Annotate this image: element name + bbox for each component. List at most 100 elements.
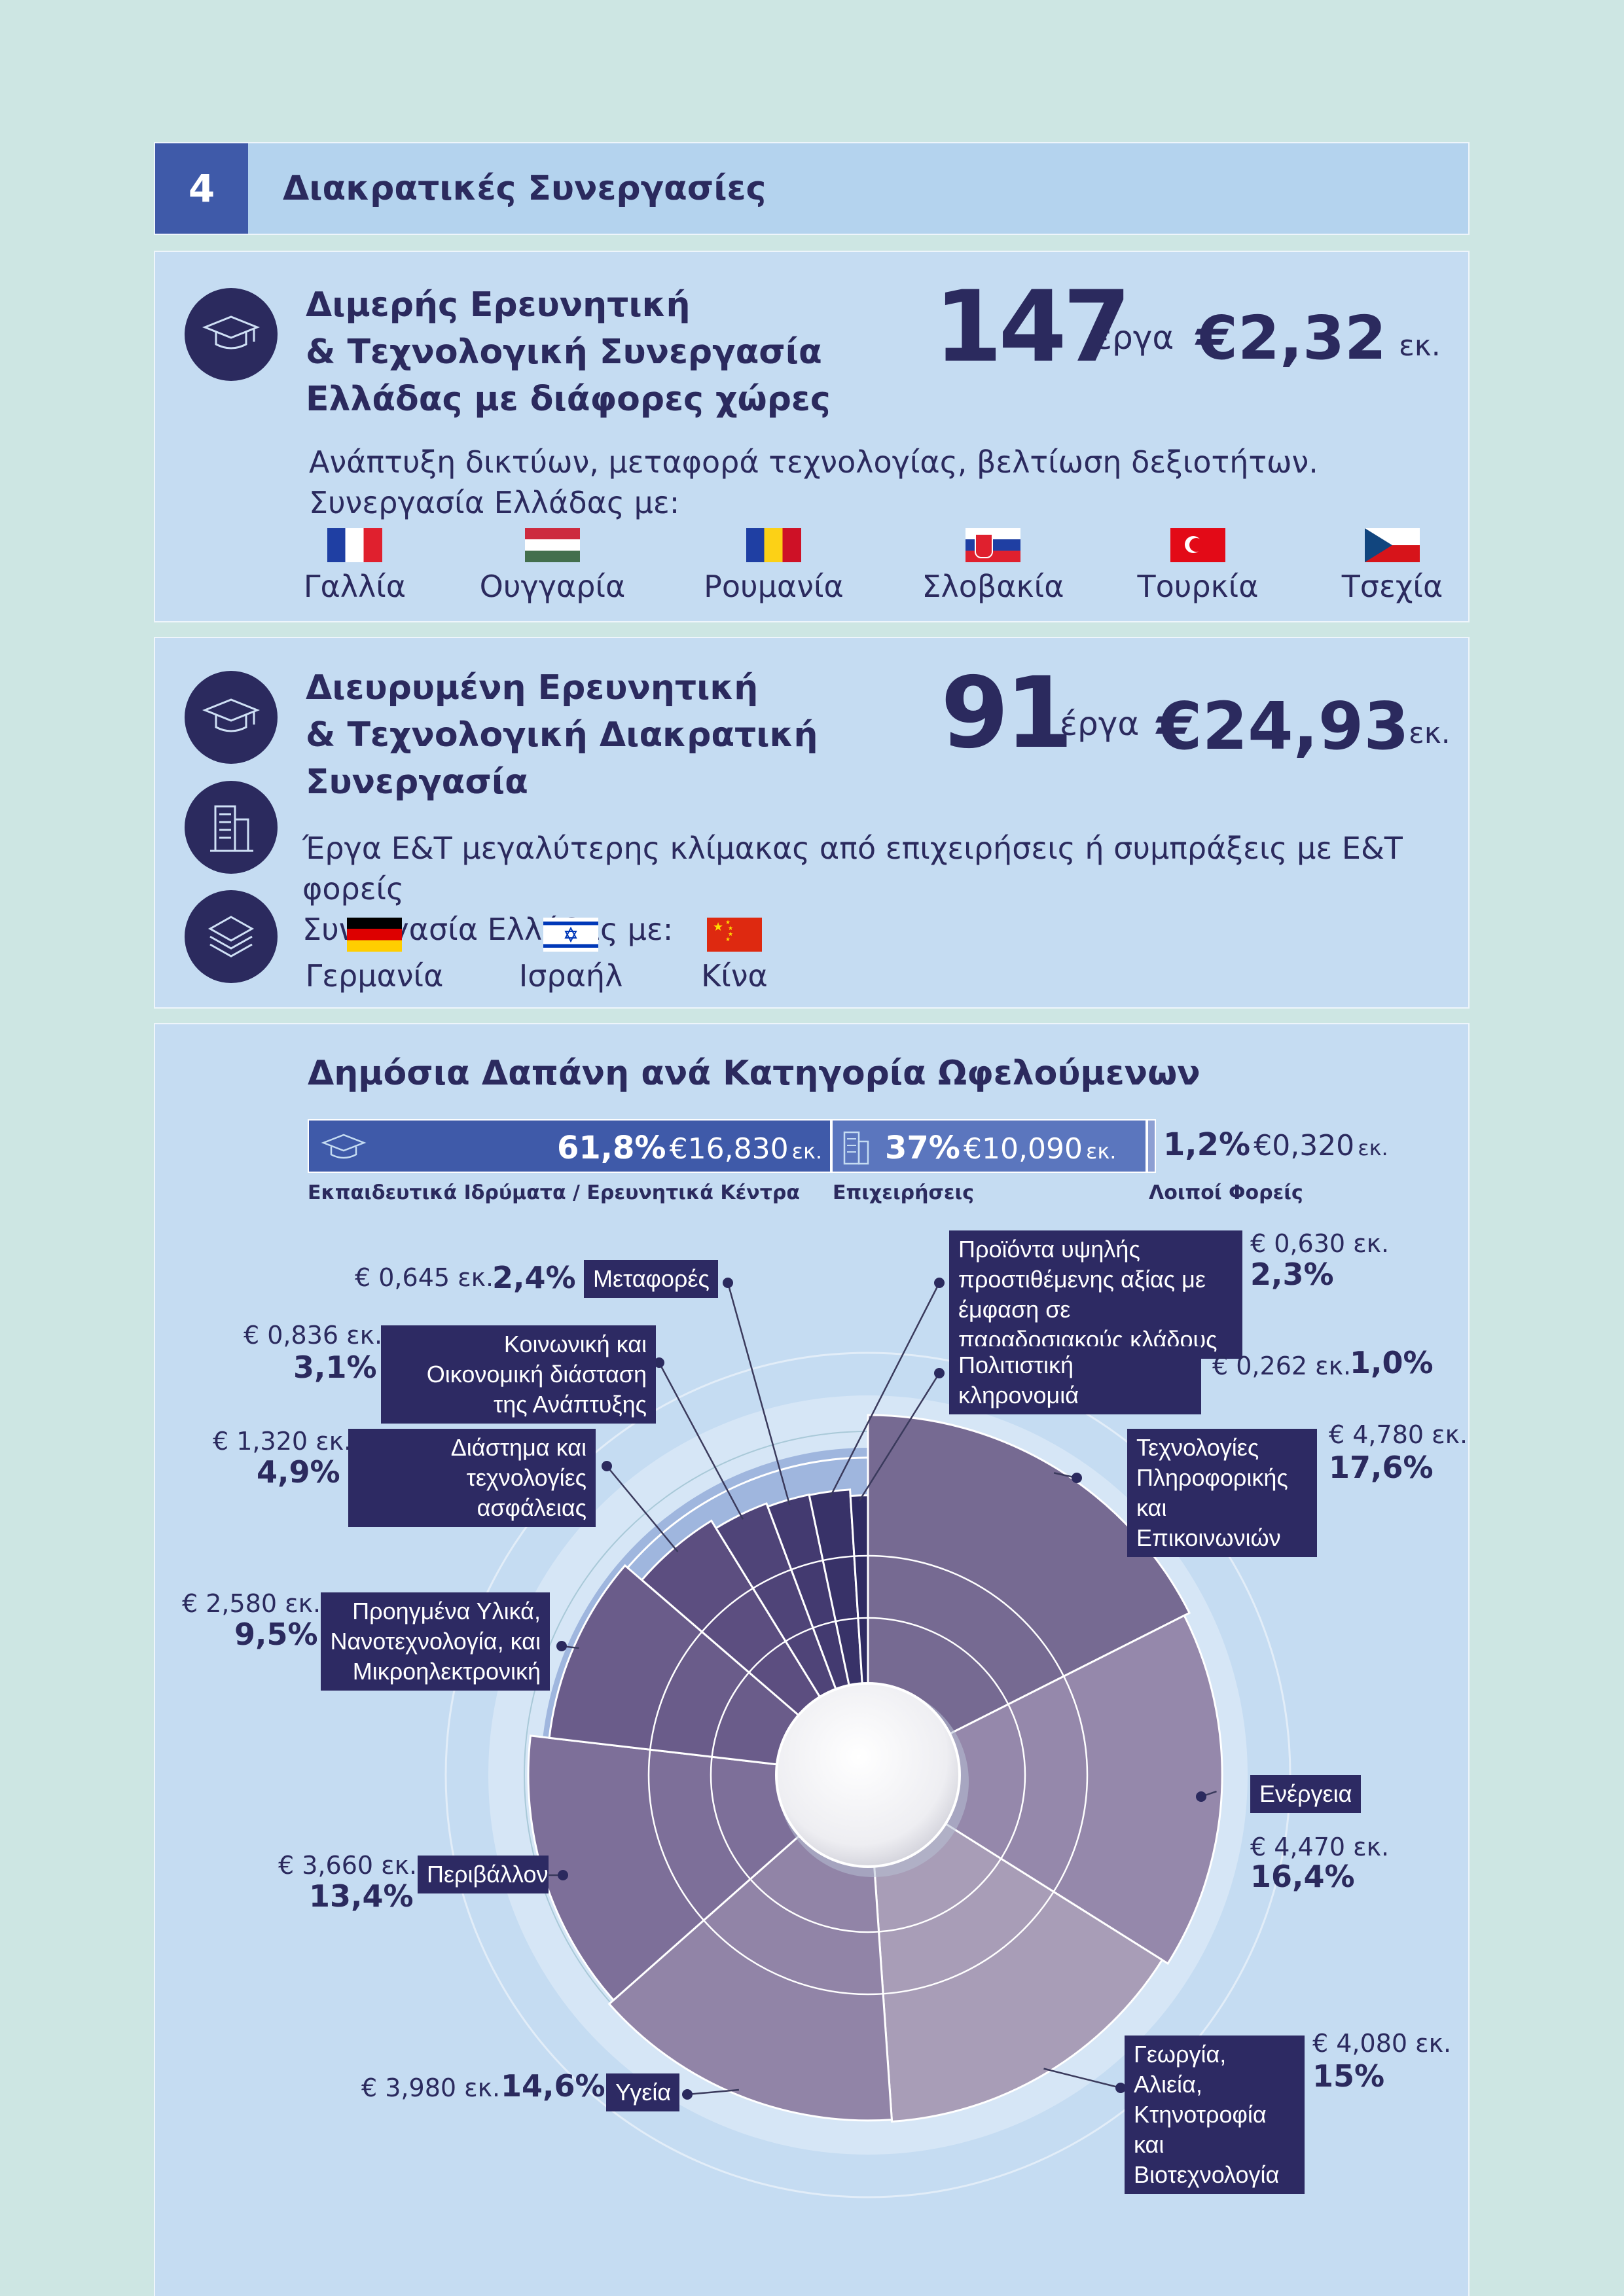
graduation-cap-icon (185, 671, 278, 764)
section-number: 4 (155, 143, 248, 234)
section-header: 4 Διακρατικές Συνεργασίες (154, 142, 1470, 235)
romania-flag-icon (746, 528, 801, 562)
category-amount: € 0,836 εκ. (244, 1321, 383, 1350)
country-turkey: Τουρκία (1100, 528, 1296, 604)
category-percent: 17,6% (1329, 1450, 1434, 1485)
leader-dot (723, 1278, 733, 1288)
bar-segment-business: 37% €10,090 εκ. (831, 1119, 1147, 1173)
category-label: Διάστημα και τεχνολογίες ασφάλειας (348, 1429, 596, 1527)
leader-line (658, 1362, 744, 1520)
bar-label-education: Εκπαιδευτικά Ιδρύματα / Ερευνητικά Κέντρ… (308, 1181, 800, 1204)
inner-guide-ring (710, 1617, 1026, 1933)
leader-dot (682, 2089, 693, 2100)
panel2-description: Έργα Ε&Τ μεγαλύτερης κλίμακας από επιχει… (302, 831, 1403, 947)
category-amount: € 4,780 εκ. (1329, 1420, 1468, 1449)
panel1-title: Διμερής Ερευνητική & Τεχνολογική Συνεργα… (306, 285, 831, 419)
amount-unit: εκ. (1409, 717, 1451, 750)
section-title: Διακρατικές Συνεργασίες (283, 169, 767, 208)
china-flag-icon: ★ ★ ★ ★ ★ (707, 918, 762, 952)
category-percent: 15% (1312, 2058, 1385, 2094)
country-slovakia: Σλοβακία (895, 528, 1091, 604)
amount-unit: εκ. (1399, 329, 1441, 363)
leader-dot (654, 1357, 664, 1368)
panel2-stats: 91 έργα €24,93 εκ. (941, 664, 1464, 762)
leader-line (606, 1465, 679, 1552)
category-percent: 13,4% (309, 1878, 414, 1914)
category-label: Ενέργεια (1250, 1775, 1362, 1813)
chart-slice (865, 1614, 1223, 1965)
category-label: Υγεία (606, 2073, 679, 2111)
leader-dot (602, 1461, 612, 1471)
leader-line (1043, 2068, 1121, 2089)
leader-dot (934, 1368, 945, 1378)
country-hungary: Ουγγαρία (454, 528, 651, 604)
projects-label: έργα (1094, 319, 1174, 357)
category-label: Μεταφορές (584, 1260, 718, 1298)
france-flag-icon (327, 528, 382, 562)
germany-flag-icon (347, 918, 402, 952)
category-label: Προηγμένα Υλικά, Νανοτεχνολογία, και Μικ… (321, 1592, 550, 1691)
chart-slice (867, 1773, 1164, 2123)
category-percent: 4,9% (257, 1454, 340, 1490)
bar-segment-education: 61,8% €16,830 εκ. (308, 1119, 831, 1173)
hungary-flag-icon (525, 528, 580, 562)
building-icon (185, 781, 278, 874)
category-percent: 16,4% (1250, 1859, 1355, 1894)
category-percent: 9,5% (234, 1617, 318, 1652)
leader-dot (558, 1870, 568, 1880)
building-icon (839, 1128, 872, 1169)
category-amount: € 0,630 εκ. (1250, 1229, 1390, 1258)
bar-label-business: Επιχειρήσεις (833, 1181, 975, 1204)
bar-other-values: 1,2% €0,320 εκ. (1163, 1126, 1388, 1163)
category-amount: € 3,980 εκ. (361, 2073, 501, 2102)
leader-dot (1115, 2083, 1126, 2093)
layers-icon (185, 890, 278, 983)
graduation-cap-icon (321, 1131, 367, 1166)
turkey-flag-icon (1170, 528, 1225, 562)
projects-label: έργα (1060, 705, 1140, 743)
panel2-title: Διευρυμένη Ερευνητική & Τεχνολογική Διακ… (306, 668, 818, 802)
chart-slice (548, 1564, 871, 1777)
czechia-flag-icon (1365, 528, 1420, 562)
category-amount: € 0,262 εκ. (1212, 1352, 1352, 1380)
graduation-cap-icon (185, 288, 278, 381)
leader-dot (1196, 1791, 1206, 1802)
category-label: Γεωργία, Αλιεία, Κτηνοτροφία και Βιοτεχν… (1125, 2036, 1305, 2194)
bilateral-cooperation-panel: Διμερής Ερευνητική & Τεχνολογική Συνεργα… (154, 251, 1470, 622)
extended-cooperation-panel: Διευρυμένη Ερευνητική & Τεχνολογική Διακ… (154, 637, 1470, 1009)
category-label: Προϊόντα υψηλής προστιθέμενης αξίας με έ… (949, 1230, 1242, 1359)
leader-dot (556, 1641, 567, 1651)
country-china: ★ ★ ★ ★ ★ Κίνα (636, 918, 833, 994)
country-germany: Γερμανία (276, 918, 473, 994)
country-israel: Ισραήλ (473, 918, 669, 994)
category-amount: € 4,080 εκ. (1312, 2029, 1452, 2058)
leader-dot (934, 1278, 945, 1288)
amount-value: €24,93 (1157, 688, 1409, 764)
leader-dot (1072, 1473, 1082, 1483)
panel1-stats: 147 έργα €2,32 εκ. (934, 278, 1458, 376)
category-percent: 14,6% (501, 2068, 605, 2104)
panel1-description: Ανάπτυξη δικτύων, μεταφορά τεχνολογίας, … (309, 444, 1318, 520)
category-label: Τεχνολογίες Πληροφορικής και Επικοινωνιώ… (1127, 1429, 1317, 1557)
chart-slice (867, 1414, 1191, 1777)
leader-line (858, 1372, 941, 1501)
bar-segment-other (1147, 1119, 1156, 1173)
projects-count: 147 (934, 270, 1131, 384)
category-label: Περιβάλλον (418, 1856, 549, 1893)
category-label: Κοινωνική και Οικονομική διάσταση της Αν… (381, 1325, 656, 1424)
country-romania: Ρουμανία (676, 528, 872, 604)
category-percent: 2,4% (492, 1260, 576, 1295)
inner-guide-ring (647, 1554, 1089, 1996)
leader-line (727, 1282, 791, 1505)
category-amount: € 3,660 εκ. (278, 1851, 418, 1880)
category-percent: 3,1% (293, 1350, 377, 1385)
category-amount: € 2,580 εκ. (182, 1589, 321, 1618)
category-percent: 1,0% (1350, 1345, 1434, 1380)
bar-label-other: Λοιποί Φορείς (1149, 1181, 1303, 1204)
category-label: Πολιτιστική κληρονομιά (949, 1346, 1201, 1414)
category-amount: € 0,645 εκ. (355, 1263, 494, 1292)
country-czechia: Τσεχία (1294, 528, 1490, 604)
leader-line (687, 2089, 740, 2096)
country-france: Γαλλία (257, 528, 453, 604)
